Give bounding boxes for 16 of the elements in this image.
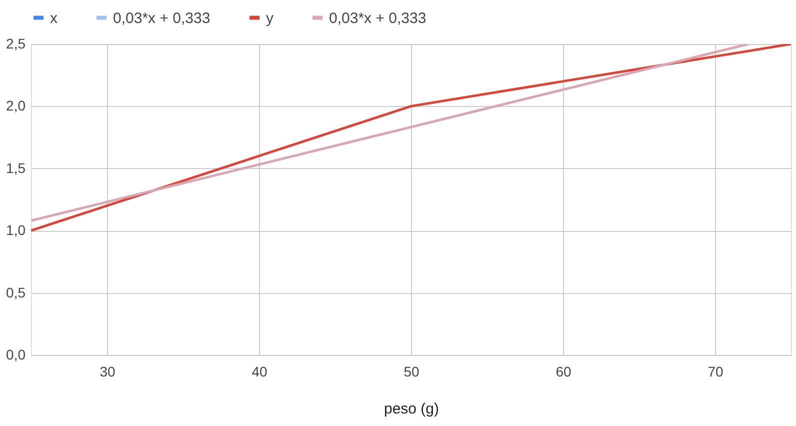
legend-label: 0,03*x + 0,333 <box>113 10 210 27</box>
legend-label: y <box>266 10 274 27</box>
x-tick-label: 50 <box>404 364 420 380</box>
y-tick-label: 0,5 <box>6 284 26 300</box>
x-axis-title: peso (g) <box>384 400 440 418</box>
legend-label: 0,03*x + 0,333 <box>329 10 426 27</box>
y-tick-label: 2,5 <box>6 36 26 52</box>
x-tick-label: 70 <box>708 364 724 380</box>
x-tick-label: 30 <box>100 364 116 380</box>
y-tick-label: 1,0 <box>6 222 26 238</box>
y-tick-label: 1,5 <box>6 160 26 176</box>
x-tick-label: 60 <box>556 364 572 380</box>
y-tick-label: 2,0 <box>6 98 26 114</box>
y-tick-label: 0,0 <box>6 346 26 362</box>
legend-label: x <box>50 10 58 27</box>
x-tick-label: 40 <box>252 364 268 380</box>
